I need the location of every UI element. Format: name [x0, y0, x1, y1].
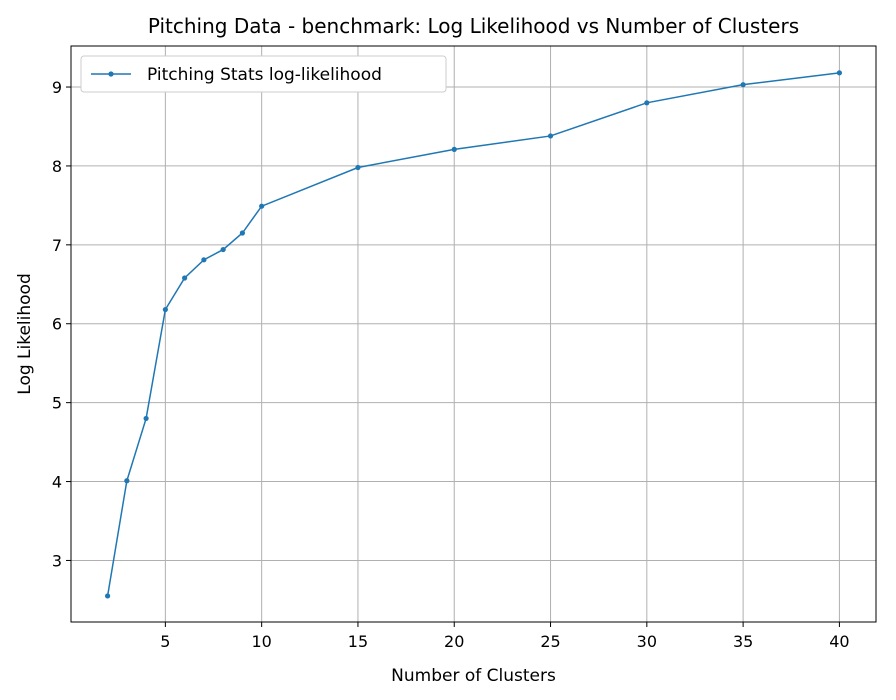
data-point — [124, 478, 130, 484]
legend: Pitching Stats log-likelihood — [80, 55, 447, 93]
plot-area-frame — [70, 45, 877, 623]
chart-title: Pitching Data - benchmark: Log Likelihoo… — [148, 14, 799, 38]
data-point — [182, 275, 188, 281]
y-tick-label: 3 — [52, 551, 62, 570]
data-point — [740, 82, 746, 88]
data-point — [451, 146, 457, 152]
y-tick-label: 5 — [52, 394, 62, 413]
data-point — [355, 164, 361, 171]
x-tick-label: 15 — [348, 632, 368, 651]
x-tick-label: 10 — [251, 632, 271, 651]
y-tick-label: 9 — [52, 78, 62, 97]
x-tick-label: 40 — [829, 632, 849, 651]
data-point — [239, 230, 245, 236]
x-tick-label: 35 — [733, 632, 753, 651]
x-tick-label: 30 — [637, 632, 657, 651]
y-tick-label: 4 — [52, 473, 62, 492]
y-tick-label: 6 — [52, 315, 62, 334]
x-tick-label: 5 — [160, 632, 170, 651]
data-point — [143, 415, 149, 422]
data-point — [104, 593, 111, 599]
grid-layer — [71, 46, 876, 622]
y-tick-label: 8 — [52, 157, 62, 176]
tick-layer: 5 10 15 20 25 30 35 40 3 4 5 6 7 8 9 — [52, 78, 850, 651]
data-point — [220, 246, 226, 253]
data-point — [201, 257, 207, 263]
data-point — [547, 133, 554, 139]
data-point — [644, 100, 650, 106]
marker-layer — [104, 70, 843, 599]
data-point — [162, 306, 168, 313]
x-tick-label: 20 — [444, 632, 464, 651]
data-point — [259, 203, 265, 209]
legend-marker-sample — [108, 71, 114, 77]
y-axis-label: Log Likelihood — [15, 273, 35, 394]
x-tick-label: 25 — [540, 632, 560, 651]
data-point — [836, 70, 843, 76]
x-axis-label: Number of Clusters — [391, 666, 556, 686]
legend-label: Pitching Stats log-likelihood — [147, 65, 382, 85]
legend-box — [80, 55, 447, 93]
y-tick-label: 7 — [52, 236, 62, 255]
